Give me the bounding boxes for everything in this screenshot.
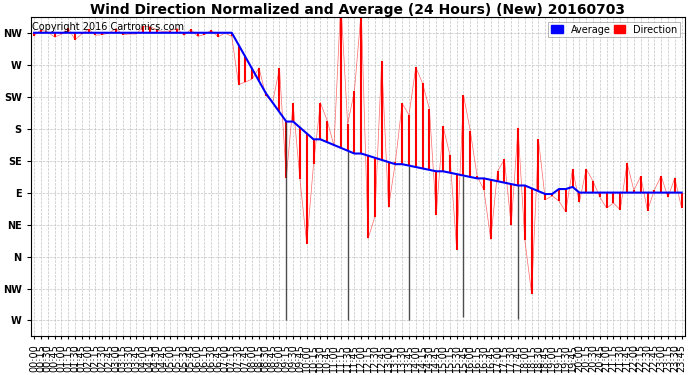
Title: Wind Direction Normalized and Average (24 Hours) (New) 20160703: Wind Direction Normalized and Average (2… [90, 3, 625, 17]
Legend: Average, Direction: Average, Direction [549, 22, 680, 38]
Text: Copyright 2016 Cartronics.com: Copyright 2016 Cartronics.com [32, 22, 184, 32]
